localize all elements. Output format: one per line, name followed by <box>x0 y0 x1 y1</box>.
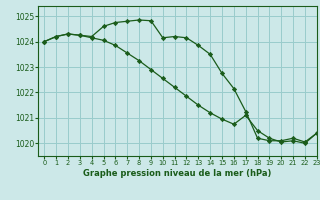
X-axis label: Graphe pression niveau de la mer (hPa): Graphe pression niveau de la mer (hPa) <box>84 169 272 178</box>
